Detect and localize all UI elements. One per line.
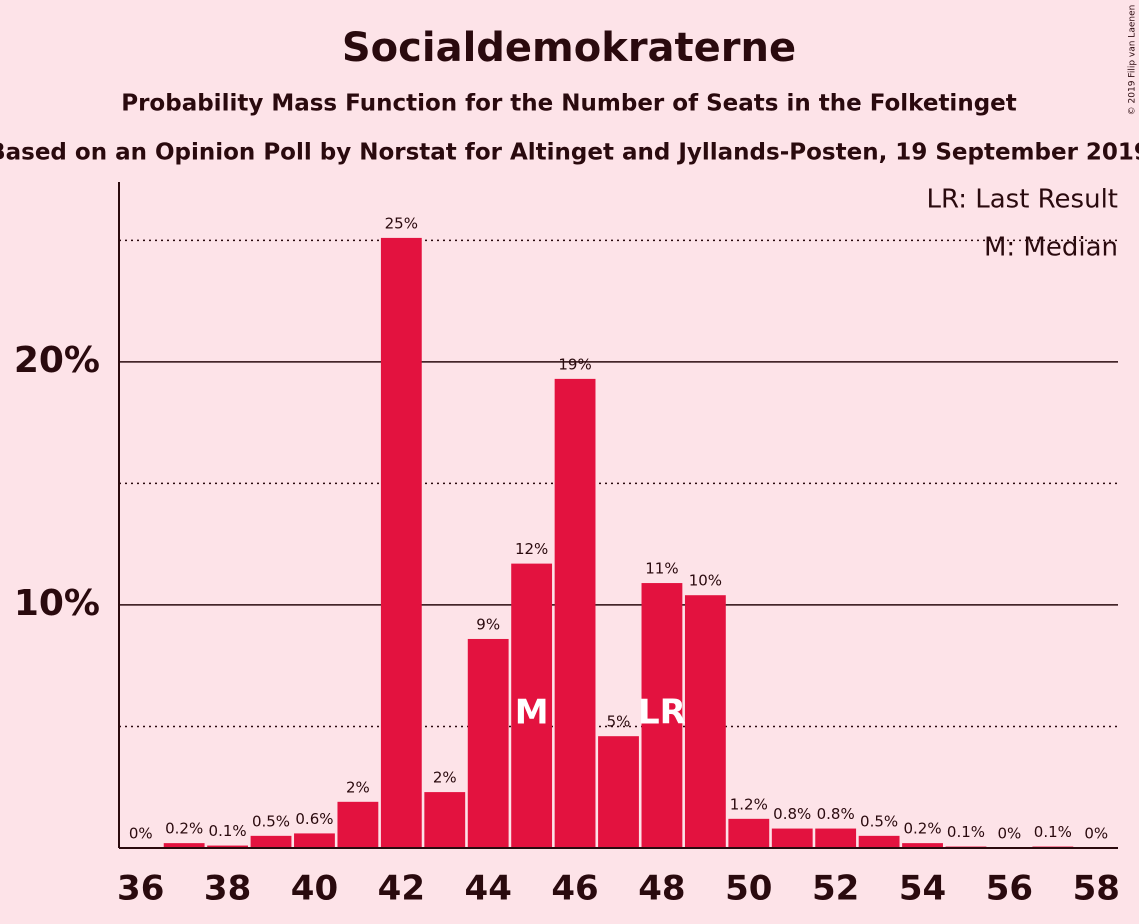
value-label: 0.5% — [252, 812, 290, 830]
x-tick-label: 36 — [117, 869, 164, 909]
value-label: 1.2% — [730, 795, 768, 813]
marker-label: M — [515, 693, 549, 733]
value-label: 0.1% — [209, 822, 247, 840]
value-label: 2% — [433, 769, 457, 787]
value-label: 0.8% — [817, 805, 855, 823]
x-tick-label: 46 — [551, 869, 598, 909]
bar — [684, 595, 726, 848]
value-label: 0.8% — [773, 805, 811, 823]
bar — [424, 792, 466, 848]
bar — [511, 563, 553, 848]
value-label: 25% — [385, 214, 418, 232]
value-label: 0.2% — [903, 820, 941, 838]
value-label: 11% — [645, 560, 678, 578]
bar — [163, 843, 205, 848]
bar — [815, 828, 857, 848]
legend-entry: M: Median — [984, 233, 1118, 263]
credit: © 2019 Filip van Laenen — [1128, 5, 1138, 116]
x-tick-label: 42 — [378, 869, 425, 909]
value-label: 9% — [476, 615, 500, 633]
bar — [380, 237, 422, 849]
bar — [294, 833, 335, 848]
value-label: 19% — [558, 355, 591, 373]
value-label: 2% — [346, 778, 370, 796]
value-label: 0.1% — [1034, 823, 1072, 841]
x-tick-label: 54 — [899, 869, 946, 909]
x-tick-label: 56 — [986, 869, 1033, 909]
value-label: 12% — [515, 540, 548, 558]
bar — [250, 835, 292, 848]
chart-title: Socialdemokraterne — [342, 25, 796, 71]
bar — [858, 835, 900, 848]
value-label: 10% — [689, 572, 722, 590]
marker-label: LR — [638, 693, 686, 733]
x-tick-label: 52 — [812, 869, 859, 909]
bar — [641, 583, 683, 848]
bar — [207, 845, 249, 848]
value-label: 5% — [607, 713, 631, 731]
value-label: 0% — [998, 825, 1022, 843]
x-tick-label: 50 — [725, 869, 772, 909]
x-tick-label: 44 — [465, 869, 512, 909]
bar — [467, 638, 509, 848]
value-label: 0.2% — [165, 820, 203, 838]
x-tick-label: 40 — [291, 869, 338, 909]
value-label: 0.5% — [860, 812, 898, 830]
bar — [598, 736, 639, 848]
bar — [902, 843, 943, 848]
x-tick-label: 58 — [1073, 869, 1120, 909]
bar — [337, 801, 379, 848]
bar — [554, 378, 596, 848]
value-label: 0.6% — [295, 810, 333, 828]
legend-entry: LR: Last Result — [926, 185, 1118, 215]
value-label: 0% — [1084, 825, 1108, 843]
x-tick-label: 48 — [638, 869, 685, 909]
chart-subtitle: Probability Mass Function for the Number… — [121, 91, 1017, 117]
x-tick-label: 38 — [204, 869, 251, 909]
value-label: 0% — [129, 825, 153, 843]
value-label: 0.1% — [947, 823, 985, 841]
bar — [771, 828, 813, 848]
bar — [728, 818, 770, 848]
y-tick-label: 20% — [14, 340, 100, 381]
chart-caption: Based on an Opinion Poll by Norstat for … — [0, 140, 1139, 166]
y-tick-label: 10% — [14, 583, 100, 624]
